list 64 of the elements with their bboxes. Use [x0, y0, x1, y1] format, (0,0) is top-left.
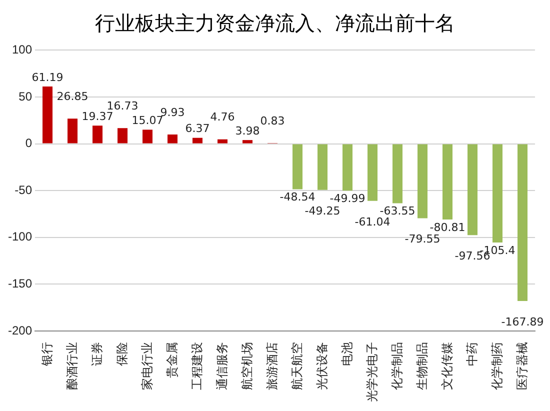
x-tick-label: 医疗器械: [514, 342, 529, 390]
x-tick-label: 银行: [40, 342, 54, 367]
x-tick-label: 酿酒行业: [64, 342, 79, 390]
bar: [92, 126, 103, 144]
y-tick-label: -100: [8, 230, 32, 244]
data-label: -49.25: [304, 204, 340, 218]
chart-title: 行业板块主力资金净流入、净流出前十名: [94, 10, 456, 37]
bar: [342, 144, 353, 191]
x-tick-label: 化学制药: [490, 342, 504, 390]
bar: [168, 134, 178, 144]
y-tick-label: -150: [8, 276, 32, 291]
bar: [42, 86, 53, 144]
data-label: -167.89: [501, 315, 544, 328]
bar: [468, 144, 478, 236]
x-tick-label: 文化传媒: [440, 342, 454, 390]
y-tick-label: -50: [14, 182, 32, 197]
bar: [392, 144, 403, 204]
x-tick-label: 通信服务: [214, 342, 229, 390]
data-label: -79.55: [404, 232, 440, 246]
bar: [442, 144, 453, 220]
data-label: 19.37: [82, 110, 114, 124]
bar: [318, 144, 328, 190]
y-tick-label: 0: [25, 136, 32, 150]
x-tick-label: 中药: [464, 342, 479, 366]
bar: [118, 128, 128, 144]
data-label: 3.98: [235, 124, 260, 138]
x-tick-label: 航空机场: [240, 342, 254, 390]
x-tick-label: 家电行业: [140, 342, 154, 390]
data-label: -48.54: [280, 190, 316, 204]
data-label: 26.85: [56, 90, 88, 104]
x-tick-label: 光伏设备: [314, 342, 329, 390]
x-tick-label: 化学制品: [390, 342, 404, 390]
bar: [518, 144, 528, 301]
data-label: 16.73: [106, 100, 138, 112]
x-tick-label: 光学光电子: [364, 342, 379, 402]
data-label: 61.19: [32, 70, 64, 84]
data-label: 0.83: [260, 114, 285, 128]
bar: [142, 130, 153, 144]
y-tick-label: -200: [8, 323, 32, 338]
x-tick-label: 保险: [114, 342, 129, 366]
x-tick-label: 证券: [90, 342, 104, 366]
y-tick-label: 100: [12, 42, 32, 57]
data-label: -61.04: [354, 215, 390, 228]
bar: [418, 144, 428, 218]
data-label: -63.55: [380, 204, 416, 218]
bar: [292, 144, 303, 190]
bar: [368, 144, 378, 201]
bar: [242, 140, 253, 144]
data-label: 4.76: [210, 110, 235, 124]
x-tick-label: 旅游酒店: [264, 342, 279, 390]
bar: [68, 118, 78, 144]
data-label: 6.37: [185, 122, 210, 136]
y-tick-label: 50: [18, 89, 32, 104]
bar: [218, 139, 228, 144]
x-tick-label: 航天航空: [290, 342, 304, 390]
x-tick-label: 工程建设: [190, 342, 204, 390]
bar: [492, 144, 502, 242]
x-tick-label: 贵金属: [164, 342, 179, 378]
data-label: -49.99: [330, 192, 366, 205]
x-tick-label: 生物制品: [414, 342, 429, 390]
x-tick-label: 电池: [340, 342, 354, 366]
data-label: 15.07: [132, 114, 164, 128]
bar: [192, 138, 203, 144]
data-label: -80.81: [430, 220, 466, 234]
